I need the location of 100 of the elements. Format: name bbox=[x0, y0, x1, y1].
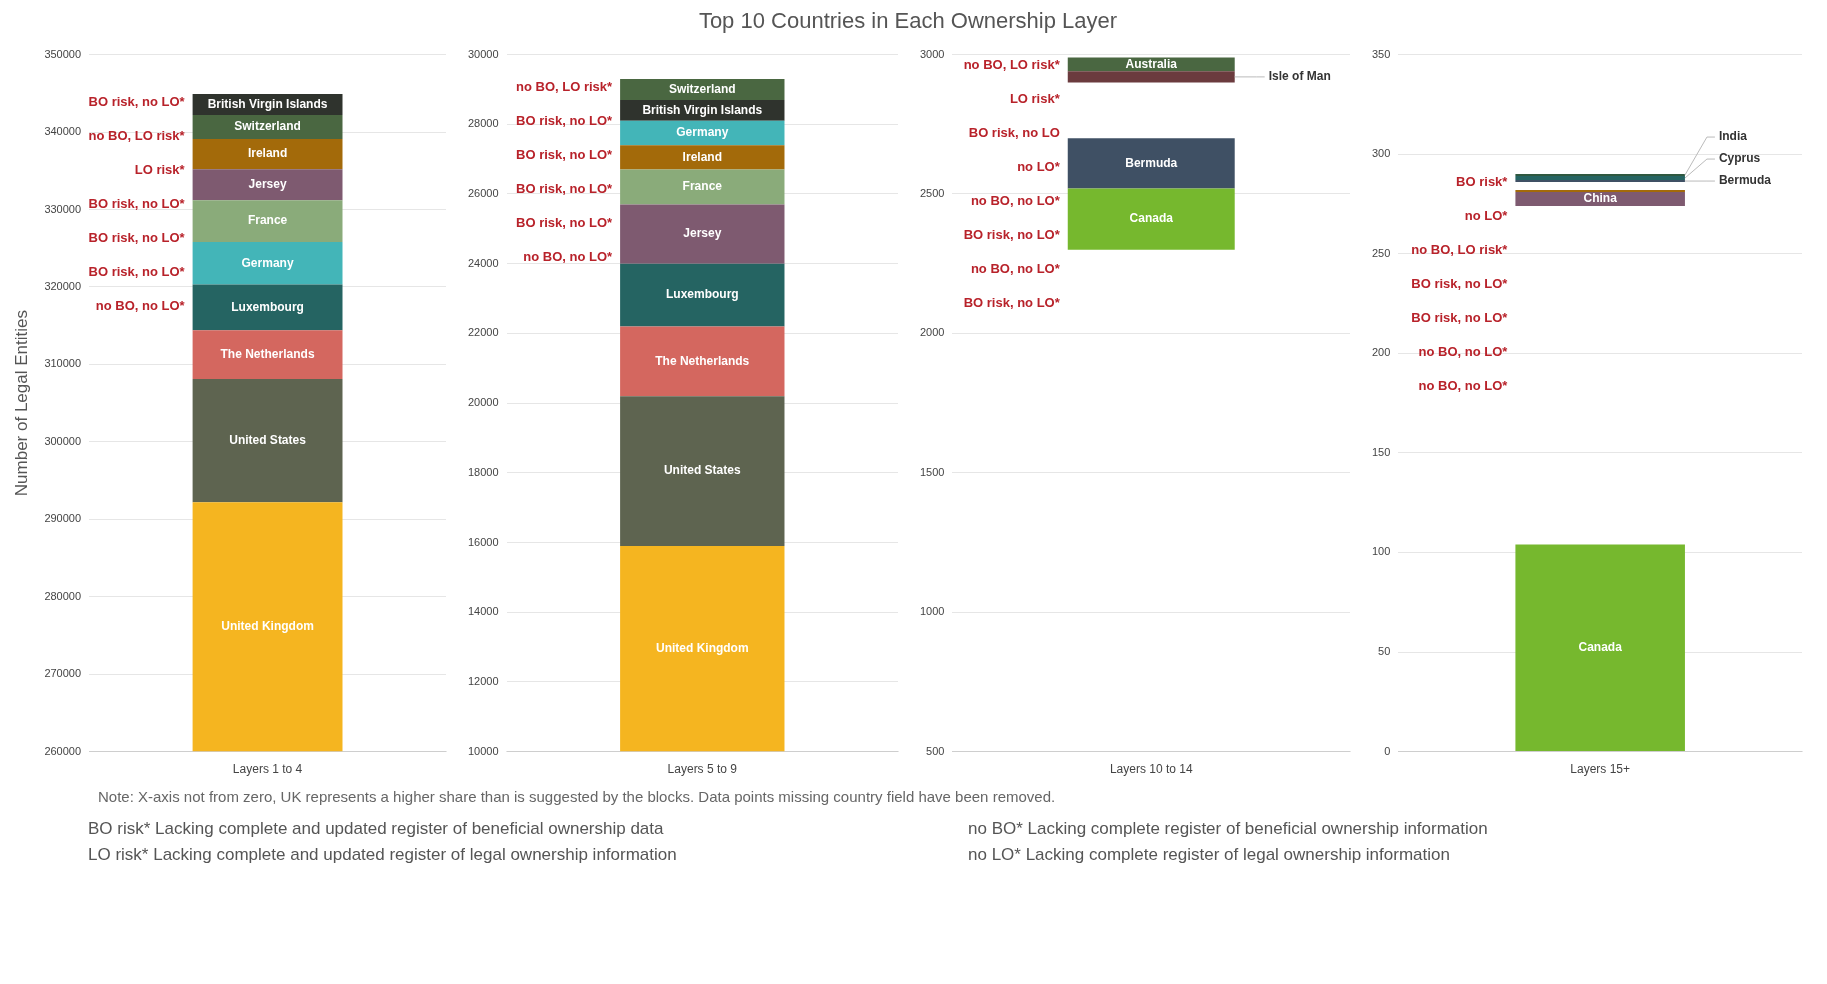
x-tick-label: Layers 15+ bbox=[1570, 762, 1631, 777]
annotation: BO risk, no LO* bbox=[88, 263, 186, 279]
bar bbox=[192, 379, 343, 503]
series-label: Bermuda bbox=[1125, 155, 1178, 170]
y-tick-label: 290000 bbox=[44, 512, 82, 525]
bar bbox=[192, 242, 343, 285]
series-label: The Netherlands bbox=[220, 347, 315, 362]
y-tick-label: 2500 bbox=[919, 187, 945, 200]
annotation: BO risk* bbox=[1456, 173, 1509, 189]
text: no BO* Lacking complete register of beneficial ownership information bbox=[968, 819, 1489, 839]
y-tick-label: 22000 bbox=[467, 326, 499, 339]
series-label: Germany bbox=[676, 125, 729, 140]
y-tick-label: 260000 bbox=[44, 744, 82, 757]
y-tick-label: 50 bbox=[1378, 645, 1391, 658]
bar bbox=[192, 200, 343, 243]
series-label: Canada bbox=[1129, 211, 1174, 226]
annotation: BO risk, no LO* bbox=[88, 93, 186, 109]
y-tick-label: 300 bbox=[1371, 147, 1391, 160]
series-label: United Kingdom bbox=[221, 619, 314, 634]
series-label: Luxembourg bbox=[665, 287, 739, 302]
bar bbox=[1067, 188, 1235, 250]
text: Bermuda bbox=[1718, 173, 1772, 188]
y-tick-label: 500 bbox=[926, 744, 945, 757]
bar bbox=[620, 326, 785, 397]
y-tick-label: 340000 bbox=[44, 125, 82, 138]
text: LO risk* Lacking complete and updated register of legal ownership information bbox=[88, 845, 678, 865]
annotation: no BO, LO risk* bbox=[1411, 241, 1509, 257]
series-label: The Netherlands bbox=[655, 353, 750, 368]
bar bbox=[1515, 544, 1685, 752]
y-tick-label: 20000 bbox=[467, 396, 499, 409]
series-label: British Virgin Islands bbox=[642, 102, 763, 117]
annotation: BO risk, no LO* bbox=[516, 112, 614, 128]
series-label: China bbox=[1583, 191, 1618, 206]
y-tick-label: 1000 bbox=[919, 605, 945, 618]
annotation: LO risk* bbox=[1009, 90, 1061, 106]
y-tick-label: 18000 bbox=[467, 465, 499, 478]
y-tick-label: 3000 bbox=[919, 47, 945, 60]
y-tick-label: 100 bbox=[1371, 545, 1391, 558]
bar bbox=[1067, 138, 1235, 189]
series-label: Ireland bbox=[682, 149, 722, 164]
annotation: no BO, LO risk* bbox=[516, 78, 614, 94]
y-tick-label: 10000 bbox=[467, 744, 499, 757]
x-tick-label: Layers 1 to 4 bbox=[232, 762, 303, 777]
y-tick-label: 16000 bbox=[467, 535, 499, 548]
y-tick-label: 12000 bbox=[467, 674, 499, 687]
bar bbox=[192, 284, 343, 331]
annotation: BO risk, no LO* bbox=[516, 180, 614, 196]
y-tick-label: 28000 bbox=[467, 117, 499, 130]
y-tick-label: 30000 bbox=[467, 47, 499, 60]
bar bbox=[620, 169, 785, 205]
bar bbox=[1515, 192, 1685, 206]
annotation: no BO, LO risk* bbox=[963, 56, 1061, 72]
series-label: Switzerland bbox=[668, 81, 736, 96]
annotation: BO risk, no LO* bbox=[516, 214, 614, 230]
text: BO risk* Lacking complete and updated register of beneficial ownership data bbox=[88, 819, 665, 839]
bar bbox=[620, 145, 785, 170]
series-label: Australia bbox=[1125, 56, 1178, 71]
annotation: no BO, LO risk* bbox=[88, 127, 186, 143]
x-tick-label: Layers 5 to 9 bbox=[667, 762, 738, 777]
series-label: Jersey bbox=[683, 226, 722, 241]
annotation: no BO, no LO* bbox=[1418, 377, 1509, 393]
y-tick-label: 26000 bbox=[467, 187, 499, 200]
series-label: France bbox=[682, 179, 723, 194]
y-axis-title: Number of Legal Entities bbox=[11, 310, 31, 497]
annotation: LO risk* bbox=[134, 161, 186, 177]
y-tick-label: 270000 bbox=[44, 667, 82, 680]
bar bbox=[620, 396, 785, 546]
bar bbox=[1515, 176, 1685, 181]
series-label: United Kingdom bbox=[655, 641, 749, 656]
y-tick-label: 1500 bbox=[919, 465, 945, 478]
bar bbox=[620, 204, 785, 264]
y-tick-label: 350000 bbox=[44, 47, 82, 60]
annotation: BO risk, no LO* bbox=[1411, 275, 1509, 291]
annotation: BO risk, no LO* bbox=[963, 226, 1061, 242]
series-label: France bbox=[247, 213, 288, 228]
annotation: BO risk, no LO* bbox=[88, 195, 186, 211]
y-tick-label: 24000 bbox=[467, 256, 499, 269]
series-label: Switzerland bbox=[234, 119, 301, 134]
y-tick-label: 320000 bbox=[44, 279, 82, 292]
y-tick-label: 250 bbox=[1371, 246, 1391, 259]
bar bbox=[192, 502, 343, 752]
annotation: no BO, no LO* bbox=[970, 192, 1061, 208]
annotation: BO risk, no LO* bbox=[516, 146, 614, 162]
annotation: no BO, no LO* bbox=[95, 297, 186, 313]
y-tick-label: 2000 bbox=[919, 326, 945, 339]
annotation: no BO, no LO* bbox=[970, 260, 1061, 276]
series-label: Luxembourg bbox=[231, 299, 304, 314]
y-tick-label: 330000 bbox=[44, 202, 82, 215]
bar bbox=[1067, 71, 1235, 83]
text: Isle of Man bbox=[1268, 69, 1331, 84]
bar bbox=[620, 545, 785, 752]
bar bbox=[192, 139, 343, 170]
y-tick-label: 280000 bbox=[44, 589, 82, 602]
y-tick-label: 310000 bbox=[44, 357, 82, 370]
annotation: no LO* bbox=[1017, 158, 1061, 174]
bar bbox=[620, 120, 785, 146]
text: Note: X-axis not from zero, UK represents a higher share than is suggested by the blocks. Data points missing country field have been removed. bbox=[98, 788, 1057, 805]
series-label: Ireland bbox=[247, 146, 288, 161]
series-label: British Virgin Islands bbox=[207, 96, 328, 111]
series-label: United States bbox=[663, 463, 741, 478]
